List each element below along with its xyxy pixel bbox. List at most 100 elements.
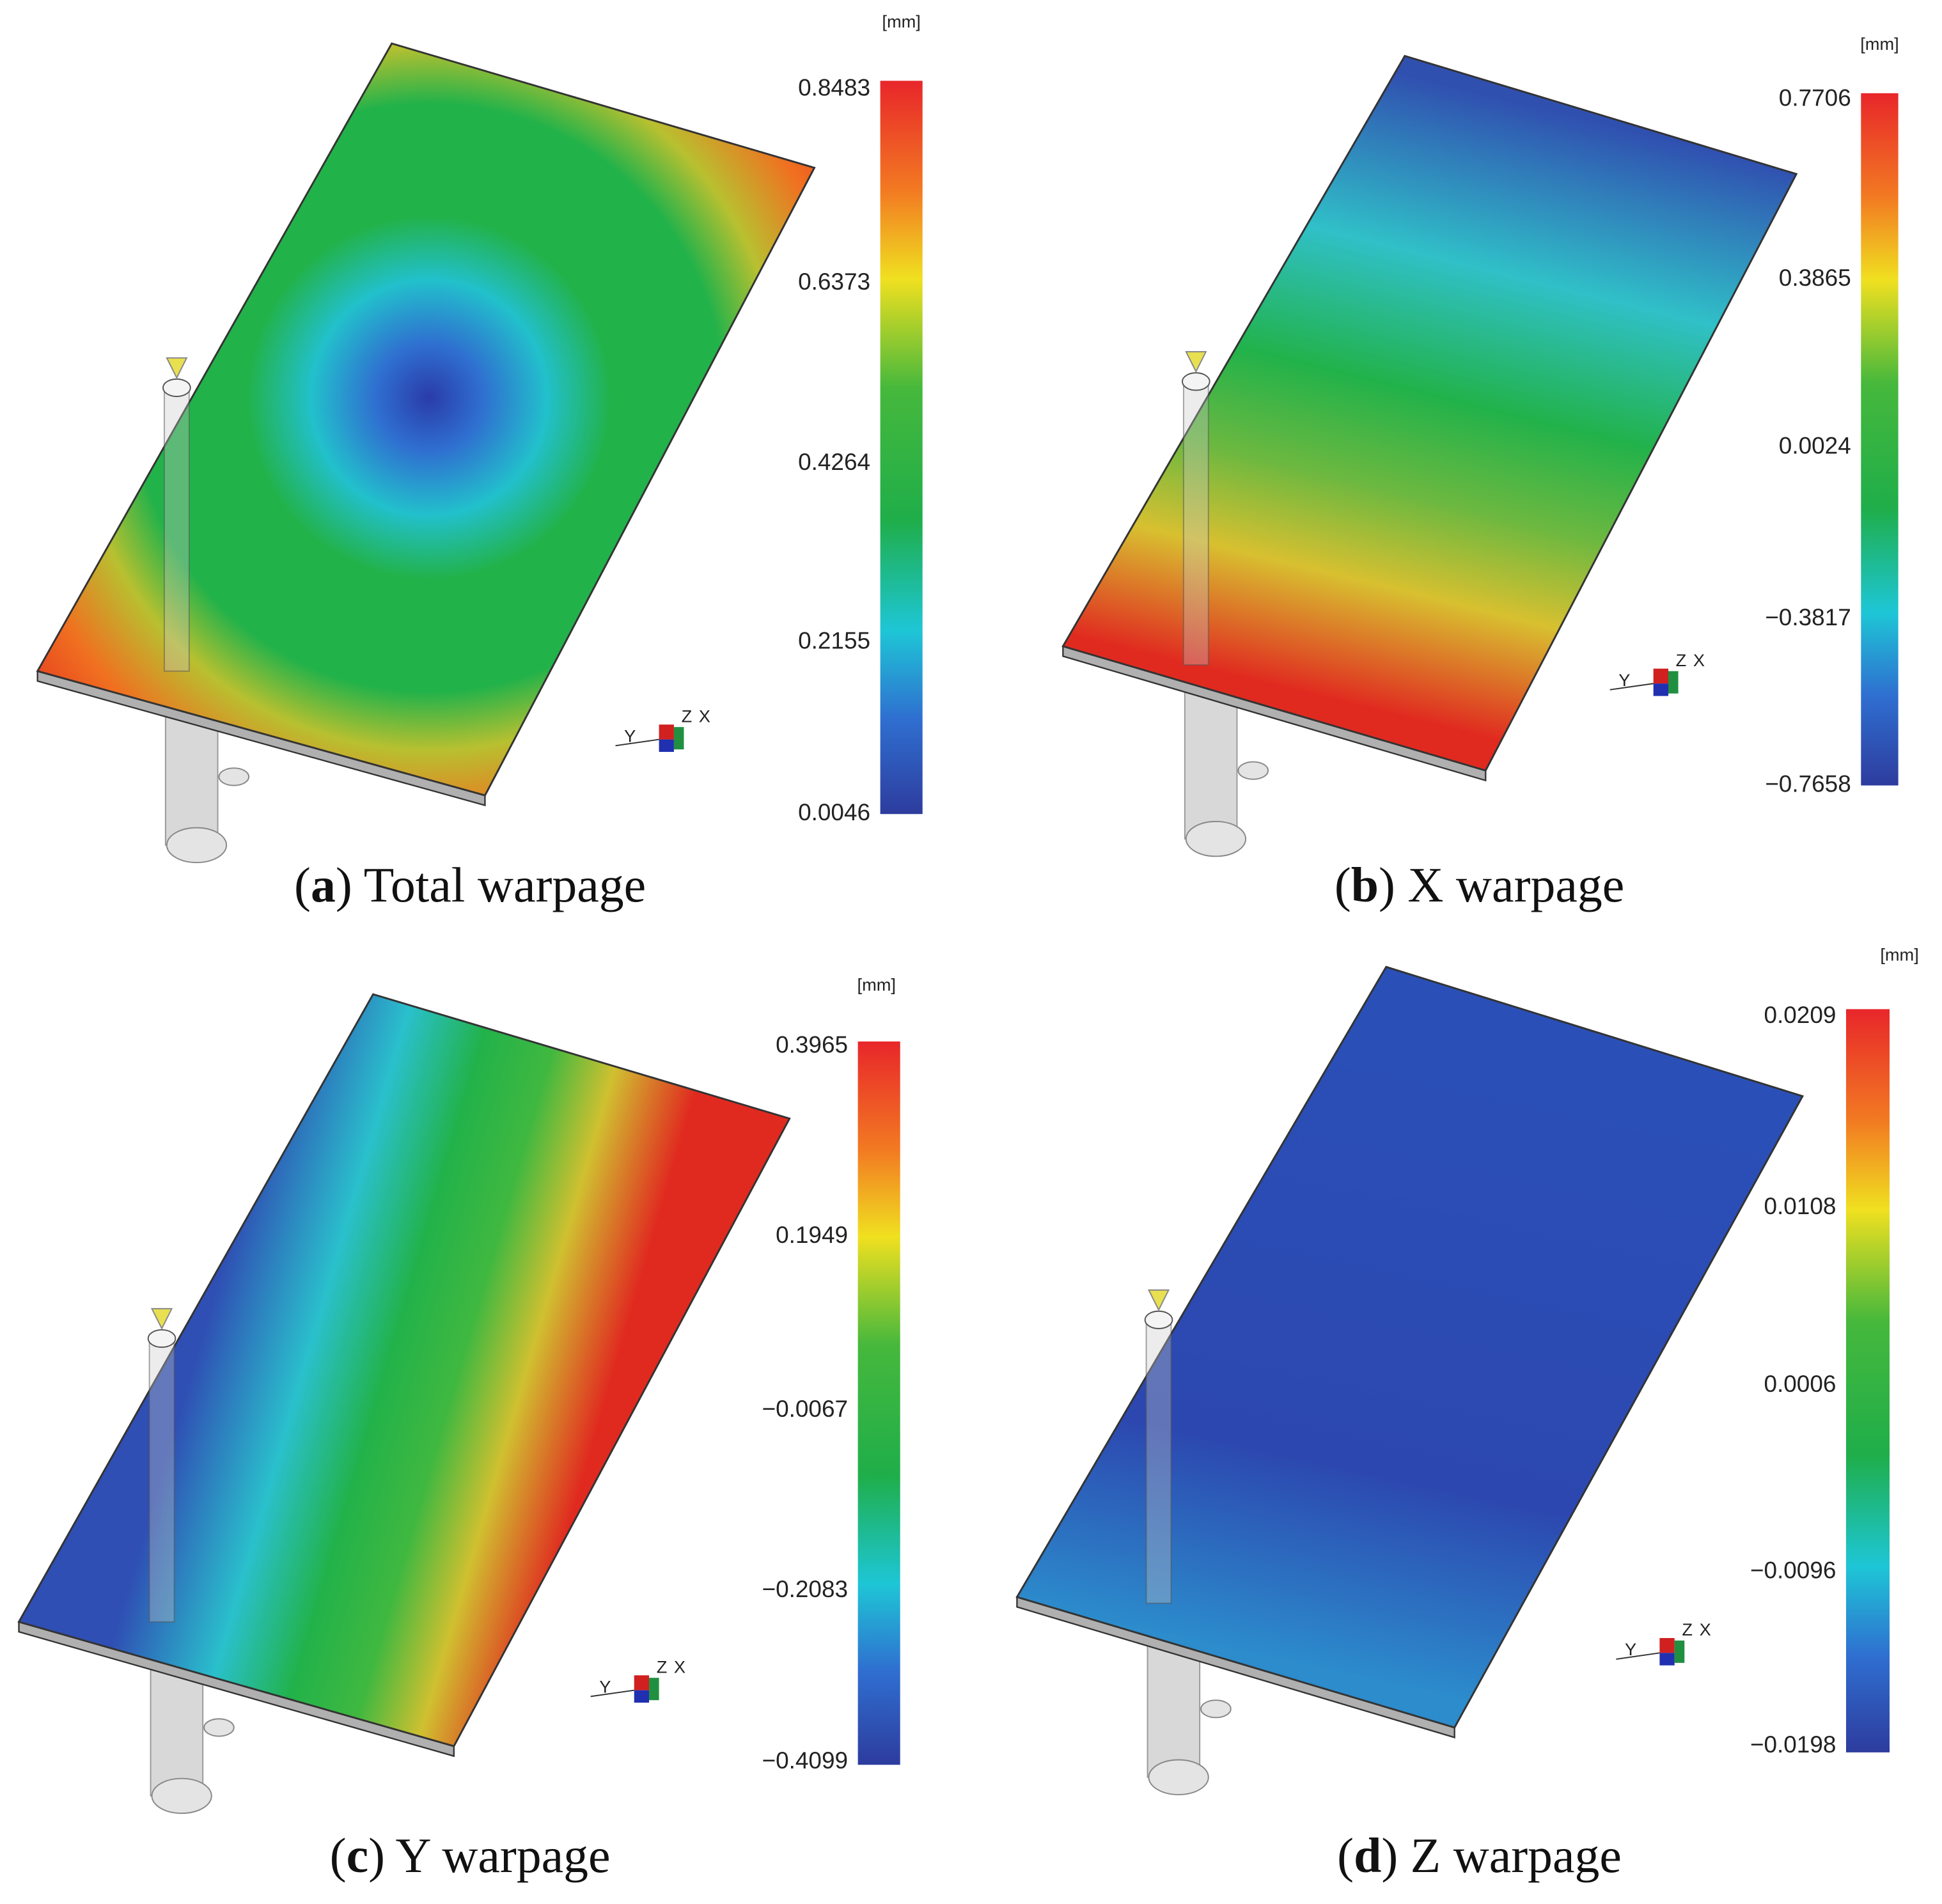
scale-label: 0.0108	[1764, 1193, 1836, 1219]
scale-label: 0.3865	[1779, 265, 1851, 291]
runner-hole	[1237, 761, 1269, 780]
caption-part: ) Y warpage	[368, 1828, 610, 1883]
triad-axis	[590, 1689, 634, 1697]
triad-cube	[1653, 683, 1669, 696]
unit-label: [mm]	[1880, 945, 1918, 965]
color-bar	[1861, 93, 1899, 786]
scale-label: 0.8483	[798, 75, 870, 101]
nozzle	[1182, 378, 1209, 666]
scale-label: 0.2155	[798, 628, 870, 654]
caption-part: ) Z warpage	[1381, 1828, 1622, 1883]
caption: (c) Y warpage	[330, 1828, 611, 1883]
runner-end	[151, 1777, 212, 1814]
triad-cube	[634, 1675, 650, 1690]
scale-label: −0.4099	[762, 1747, 849, 1774]
triad-cube	[659, 724, 674, 740]
unit-label: [mm]	[857, 974, 896, 994]
caption-part: (	[1335, 857, 1351, 912]
caption: (b) X warpage	[1335, 857, 1624, 912]
caption-part: ) X warpage	[1379, 857, 1624, 912]
runner-end	[1148, 1759, 1209, 1795]
scale-label: 0.0024	[1779, 433, 1851, 459]
caption: (a) Total warpage	[294, 857, 646, 912]
triad-cube	[634, 1690, 650, 1703]
panel: [mm] 0.3965 0.1949 −0.0067 −0.2083 −0.4099 Y Z X…	[17, 974, 900, 1883]
scale-label: 0.7706	[1779, 84, 1851, 111]
triad-label: Z	[682, 706, 693, 726]
triad-label: X	[699, 706, 710, 726]
triad-cube	[1674, 1640, 1685, 1663]
nozzle	[1145, 1316, 1172, 1604]
triad-cube	[659, 739, 674, 753]
caption-part: a	[311, 857, 336, 912]
runner-hole	[1200, 1699, 1232, 1719]
triad-cube	[673, 727, 684, 750]
scale-label: −0.2083	[762, 1576, 849, 1602]
triad-label: Y	[624, 726, 636, 745]
caption-part: (	[330, 1828, 347, 1883]
triad-label: X	[1700, 1619, 1711, 1639]
scale-label: −0.7658	[1765, 770, 1851, 797]
scale-label: 0.6373	[798, 269, 870, 295]
nozzle-top	[147, 1329, 176, 1348]
caption-part: (	[1337, 1828, 1354, 1883]
triad-label: Y	[1618, 670, 1630, 690]
runner-hole	[218, 767, 250, 786]
nozzle-top	[1144, 1310, 1173, 1329]
scale-label: −0.0067	[762, 1396, 849, 1422]
panel: [mm] 0.8483 0.6373 0.4264 0.2155 0.0046 Y Z X (a)…	[36, 12, 923, 912]
scale-label: −0.0096	[1750, 1557, 1836, 1584]
triad-cube	[649, 1678, 659, 1701]
triad-cube	[1668, 671, 1679, 694]
scale-label: −0.0198	[1750, 1731, 1836, 1758]
runner-end	[166, 827, 228, 864]
color-bar	[880, 81, 923, 815]
plate-contour	[36, 42, 816, 797]
panel: [mm] 0.7706 0.3865 0.0024 −0.3817 −0.7658 Y Z X (…	[1061, 34, 1899, 912]
injection-point	[166, 357, 188, 380]
injection-point	[1185, 351, 1207, 373]
plate-contour	[17, 993, 791, 1747]
injection-point	[150, 1307, 173, 1330]
caption: (d) Z warpage	[1337, 1828, 1622, 1883]
caption-part: b	[1351, 857, 1379, 912]
color-bar	[857, 1041, 900, 1765]
triad-cube	[1659, 1638, 1675, 1653]
panel: [mm] 0.0209 0.0108 0.0006 −0.0096 −0.0198 Y Z X (…	[1015, 945, 1919, 1883]
caption-part: ) Total warpage	[336, 857, 646, 912]
triad-label: Z	[657, 1657, 668, 1676]
injection-point	[1147, 1289, 1170, 1312]
caption-part: c	[347, 1828, 369, 1883]
triad-label: Y	[599, 1677, 611, 1697]
caption-part: d	[1354, 1828, 1381, 1883]
scale-label: 0.3965	[776, 1031, 848, 1057]
scale-label: 0.4264	[798, 449, 870, 475]
triad-axis	[1609, 683, 1654, 691]
triad-axis	[1616, 1652, 1660, 1660]
triad-label: Z	[1676, 650, 1687, 670]
scale-label: −0.3817	[1765, 604, 1851, 630]
runner-end	[1185, 820, 1247, 857]
unit-label: [mm]	[1860, 34, 1899, 54]
nozzle	[163, 384, 190, 672]
runner-hole	[203, 1718, 235, 1737]
triad-cube	[1653, 668, 1669, 684]
nozzle-top	[1181, 372, 1210, 391]
unit-label: [mm]	[882, 12, 920, 31]
color-bar	[1845, 1009, 1890, 1752]
nozzle-top	[162, 378, 191, 398]
triad-cube	[1659, 1653, 1675, 1666]
plate-contour	[1015, 965, 1805, 1729]
caption-part: (	[294, 857, 311, 912]
triad-label: X	[674, 1657, 685, 1676]
scale-label: 0.1949	[776, 1222, 848, 1248]
scale-label: 0.0209	[1764, 1002, 1836, 1028]
scale-label: 0.0006	[1764, 1371, 1836, 1397]
triad-label: Z	[1682, 1619, 1693, 1639]
plate-contour	[1061, 54, 1798, 772]
triad-axis	[615, 738, 659, 747]
triad-label: X	[1693, 650, 1705, 670]
triad-label: Y	[1625, 1639, 1636, 1659]
